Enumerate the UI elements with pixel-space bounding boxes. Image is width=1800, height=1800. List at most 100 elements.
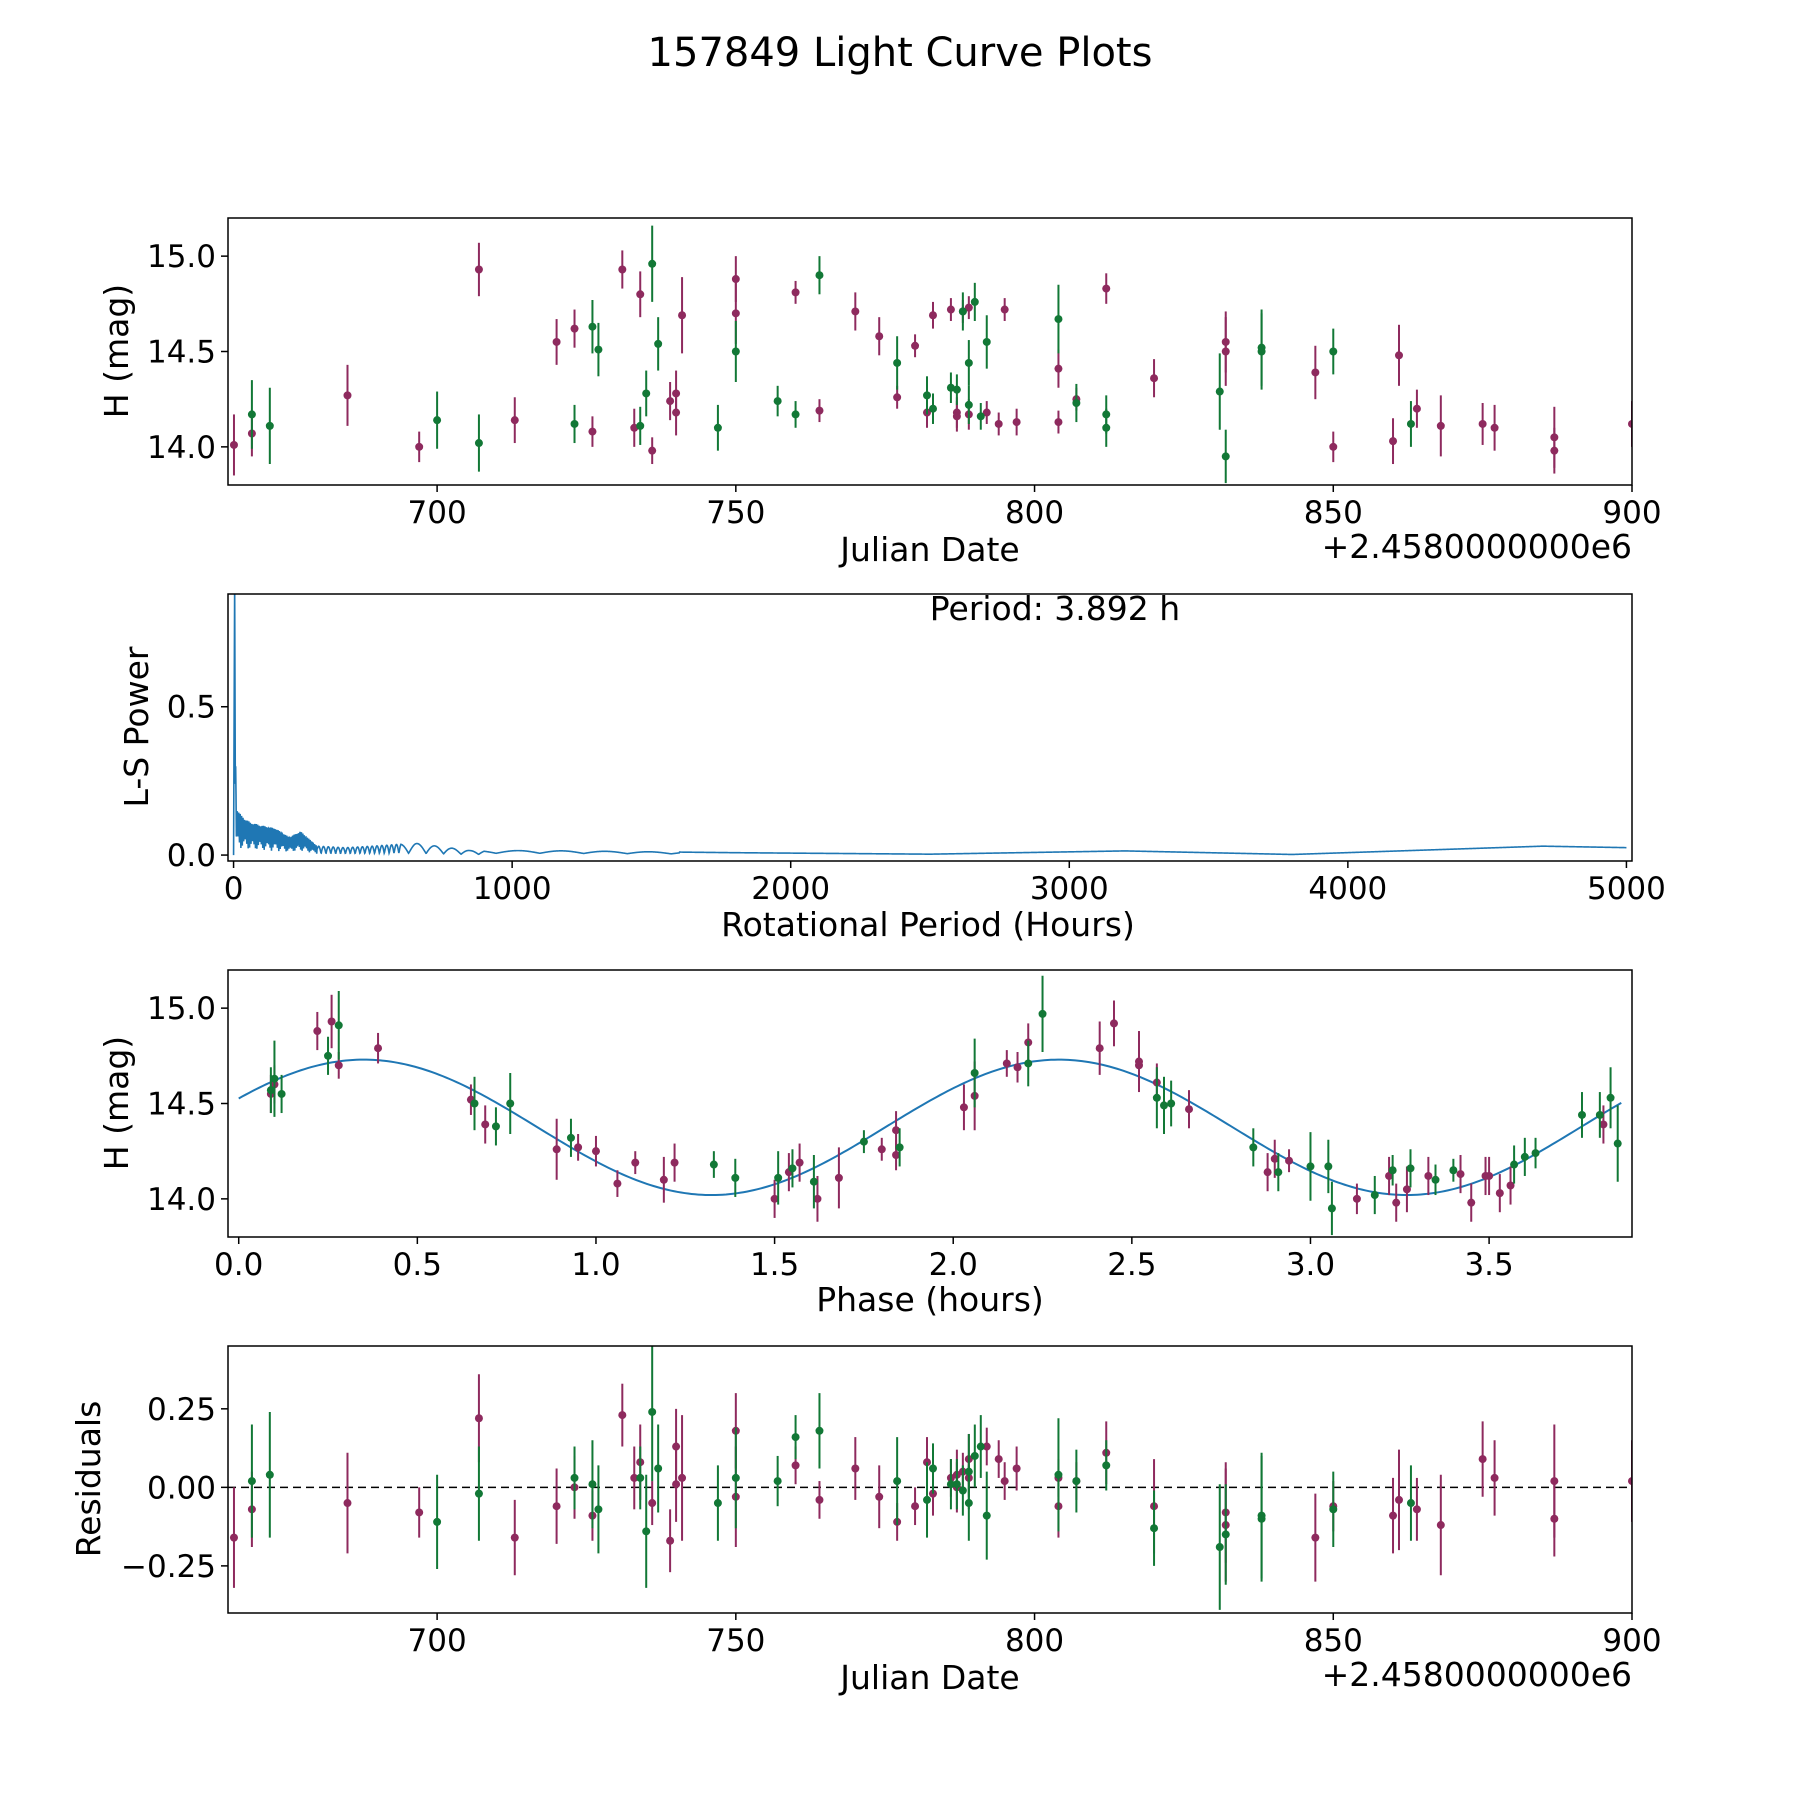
residuals-x-tick-label: 750: [706, 1623, 765, 1659]
residuals-green-point: [976, 1442, 985, 1451]
phased-green-point: [506, 1099, 515, 1108]
light-curve-green-point: [247, 410, 256, 419]
phased-green-point: [1370, 1191, 1379, 1200]
phased-x-tick-label: 0.0: [214, 1247, 263, 1283]
light-curve-purple-point: [851, 307, 860, 316]
phased-purple-point: [1506, 1181, 1515, 1190]
light-curve-green-point: [923, 391, 932, 400]
light-curve-green-point: [265, 421, 274, 430]
phased-green-point: [270, 1074, 279, 1083]
light-curve-purple-point: [1150, 374, 1159, 383]
light-curve-x-offset: +2.4580000000e6: [1322, 527, 1632, 566]
residuals-panel: 700 750 800 850 900 −0.25 0.00 0.25 Julian Dat…: [69, 1345, 1662, 1697]
light-curve-purple-point: [1102, 284, 1111, 293]
residuals-green-point: [946, 1480, 955, 1489]
residuals-green-point: [952, 1480, 961, 1489]
periodogram-power-line: [232, 594, 1627, 857]
residuals-purple-point: [343, 1499, 352, 1508]
residuals-x-tick-label: 700: [408, 1623, 467, 1659]
residuals-green-point: [265, 1470, 274, 1479]
light-curve-purple-point: [1054, 364, 1063, 373]
light-curve-purple-point: [588, 427, 597, 436]
light-curve-purple-point: [982, 408, 991, 417]
phased-purple-point: [834, 1173, 843, 1182]
light-curve-purple-point: [964, 303, 973, 312]
light-curve-purple-point: [731, 309, 740, 318]
light-curve-purple-point: [415, 442, 424, 451]
phased-purple-point: [374, 1044, 383, 1053]
residuals-green-point: [1257, 1514, 1266, 1523]
phased-green-point: [1613, 1139, 1622, 1148]
phased-purple-point: [334, 1061, 343, 1070]
residuals-purple-point: [1012, 1464, 1021, 1473]
residuals-y-tick-label: 0.25: [147, 1392, 216, 1428]
residuals-green-point: [964, 1467, 973, 1476]
residuals-y-tick-label: −0.25: [121, 1549, 216, 1585]
residuals-green-point: [636, 1473, 645, 1482]
light-curve-purple-point: [672, 408, 681, 417]
residuals-marks: [228, 1346, 1632, 1610]
residuals-purple-point: [1000, 1477, 1009, 1486]
light-curve-green-point: [1072, 398, 1081, 407]
phased-green-point: [277, 1089, 286, 1098]
phased-green-point: [1531, 1149, 1540, 1158]
light-curve-purple-point: [1436, 421, 1445, 430]
light-curve-green-point: [713, 423, 722, 432]
phased-y-tick-label: 15.0: [147, 991, 216, 1027]
light-curve-purple-point: [1000, 305, 1009, 314]
light-curve-green-point: [654, 339, 663, 348]
phased-panel: 0.0 0.5 1.0 1.5 2.0 2.5 3.0 3.5 14.0 14.5 15.0 Ph…: [97, 969, 1633, 1319]
light-curve-green-point: [893, 358, 902, 367]
light-curve-green-point: [970, 297, 979, 306]
residuals-purple-point: [815, 1495, 824, 1504]
phased-purple-point: [1495, 1189, 1504, 1198]
phased-purple-point: [1270, 1154, 1279, 1163]
phased-green-point: [731, 1173, 740, 1182]
light-curve-y-tick-label: 14.0: [147, 430, 216, 466]
light-curve-green-point: [731, 347, 740, 356]
residuals-green-point: [642, 1527, 651, 1536]
light-curve-purple-point: [994, 419, 1003, 428]
light-curve-green-point: [1406, 419, 1415, 428]
light-curve-green-point: [1102, 423, 1111, 432]
periodogram-y-tick-label: 0.0: [167, 838, 216, 874]
residuals-purple-point: [994, 1455, 1003, 1464]
phased-purple-point: [659, 1175, 668, 1184]
residuals-purple-point: [1436, 1521, 1445, 1530]
light-curve-green-point: [964, 358, 973, 367]
phased-purple-point: [1456, 1170, 1465, 1179]
phased-green-point: [1160, 1101, 1168, 1110]
phased-x-tick-label: 0.5: [393, 1247, 442, 1283]
phased-green-point: [1388, 1166, 1397, 1175]
light-curve-purple-point: [911, 341, 920, 350]
light-curve-green-point: [474, 439, 483, 448]
phased-purple-point: [1263, 1168, 1272, 1177]
phased-purple-point: [1392, 1198, 1401, 1207]
residuals-purple-point: [672, 1480, 681, 1489]
phased-purple-point: [770, 1194, 779, 1203]
residuals-purple-point: [1550, 1514, 1559, 1523]
phased-purple-point: [1095, 1044, 1104, 1053]
phased-x-label: Phase (hours): [816, 1280, 1044, 1319]
phased-purple-point: [481, 1120, 490, 1129]
phased-green-point: [809, 1177, 818, 1186]
residuals-purple-point: [982, 1442, 991, 1451]
light-curve-purple-point: [229, 440, 238, 449]
residuals-purple-point: [911, 1502, 920, 1511]
light-curve-green-point: [433, 416, 442, 425]
residuals-x-ticks: 700 750 800 850 900: [408, 1613, 1662, 1659]
phased-green-point: [1431, 1175, 1440, 1184]
periodogram-x-tick-label: 1000: [473, 871, 552, 907]
phased-green-point: [788, 1164, 797, 1173]
phased-y-ticks: 14.0 14.5 15.0: [147, 991, 228, 1218]
light-curve-green-point: [964, 400, 973, 409]
residuals-x-tick-label: 850: [1304, 1623, 1363, 1659]
residuals-green-point: [474, 1489, 483, 1498]
phased-x-tick-label: 3.0: [1286, 1247, 1335, 1283]
light-curve-green-point: [648, 259, 657, 268]
residuals-green-point: [570, 1473, 579, 1482]
phased-x-tick-label: 2.5: [1107, 1247, 1156, 1283]
phased-green-point: [1406, 1164, 1415, 1173]
residuals-green-point: [1329, 1505, 1338, 1514]
residuals-purple-point: [552, 1502, 561, 1511]
